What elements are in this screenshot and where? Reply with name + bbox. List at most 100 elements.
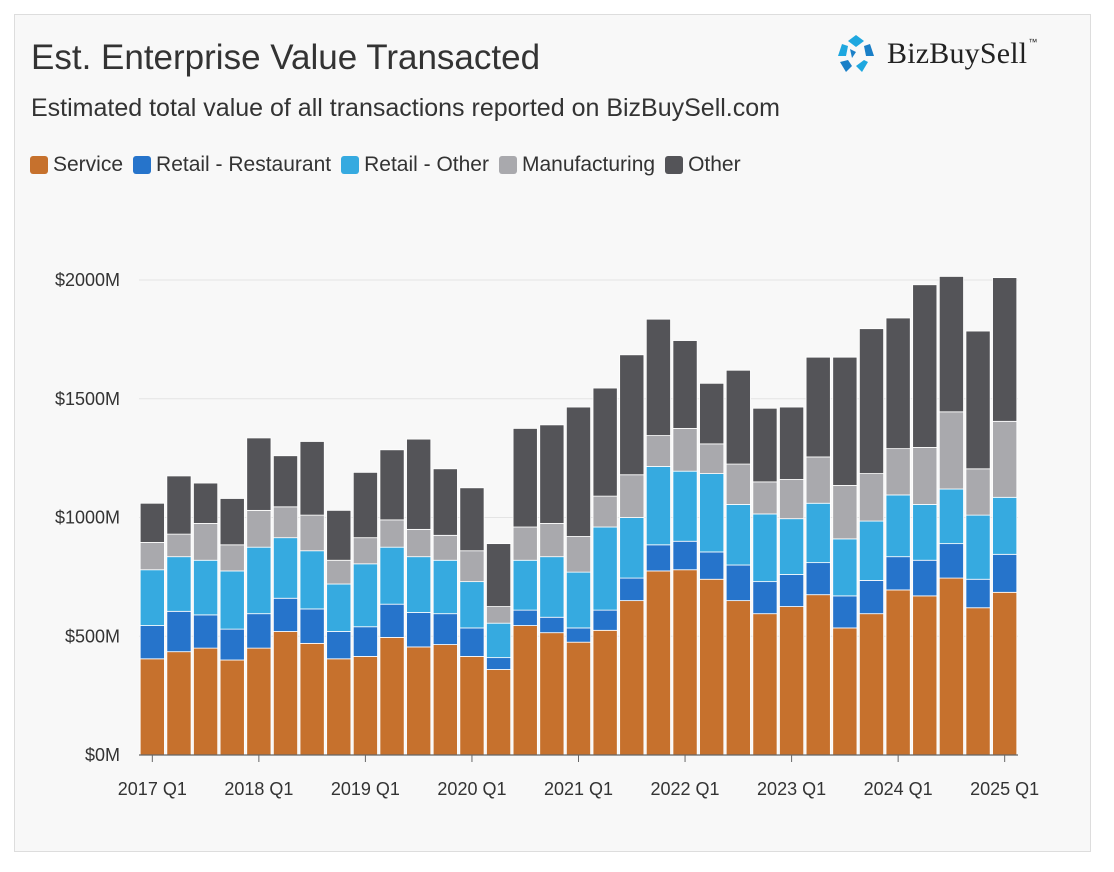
bar-segment-retail-restaurant[interactable]: [885, 556, 911, 591]
bar-segment-manufacturing[interactable]: [832, 485, 858, 540]
bar-segment-retail-restaurant[interactable]: [832, 595, 858, 629]
bar-segment-service[interactable]: [965, 607, 991, 756]
bar-segment-service[interactable]: [272, 631, 299, 756]
bar-segment-retail-other[interactable]: [406, 556, 432, 613]
bar-segment-retail-other[interactable]: [379, 546, 405, 605]
bar-segment-retail-restaurant[interactable]: [592, 609, 618, 631]
bar-segment-service[interactable]: [246, 647, 272, 756]
bar-segment-service[interactable]: [779, 606, 805, 756]
bar-segment-retail-other[interactable]: [592, 526, 618, 611]
bar-segment-service[interactable]: [193, 647, 219, 756]
bar-stack[interactable]: [938, 276, 964, 756]
bar-stack[interactable]: [352, 471, 378, 756]
bar-segment-service[interactable]: [619, 600, 645, 756]
bar-segment-retail-restaurant[interactable]: [326, 631, 352, 660]
bar-stack[interactable]: [193, 482, 219, 756]
bar-segment-other[interactable]: [272, 455, 299, 508]
bar-segment-other[interactable]: [352, 471, 378, 539]
bar-segment-retail-other[interactable]: [619, 517, 645, 579]
bar-segment-manufacturing[interactable]: [299, 514, 325, 552]
bar-segment-retail-restaurant[interactable]: [406, 612, 432, 648]
bar-segment-retail-other[interactable]: [432, 559, 458, 615]
bar-segment-manufacturing[interactable]: [912, 447, 938, 505]
bar-segment-other[interactable]: [486, 543, 512, 607]
bar-segment-other[interactable]: [246, 437, 272, 511]
bar-segment-retail-other[interactable]: [272, 537, 299, 599]
bar-segment-manufacturing[interactable]: [406, 528, 432, 558]
bar-segment-retail-other[interactable]: [352, 563, 378, 628]
bar-segment-manufacturing[interactable]: [992, 420, 1018, 498]
bar-segment-service[interactable]: [752, 613, 778, 756]
bar-segment-manufacturing[interactable]: [752, 481, 778, 515]
bar-segment-manufacturing[interactable]: [885, 448, 911, 496]
bar-segment-retail-restaurant[interactable]: [779, 574, 805, 607]
bar-segment-manufacturing[interactable]: [965, 468, 991, 516]
bar-segment-service[interactable]: [832, 627, 858, 756]
bar-segment-other[interactable]: [832, 356, 858, 486]
bar-segment-retail-restaurant[interactable]: [272, 597, 299, 632]
bar-segment-manufacturing[interactable]: [645, 435, 671, 467]
bar-segment-retail-restaurant[interactable]: [805, 562, 831, 596]
bar-segment-retail-other[interactable]: [539, 556, 565, 618]
bar-stack[interactable]: [699, 382, 725, 756]
bar-stack[interactable]: [672, 340, 698, 756]
bar-segment-retail-restaurant[interactable]: [752, 581, 778, 615]
bar-segment-retail-restaurant[interactable]: [459, 627, 485, 657]
bar-segment-retail-other[interactable]: [219, 570, 245, 630]
bar-segment-manufacturing[interactable]: [779, 479, 805, 520]
bar-stack[interactable]: [565, 406, 592, 756]
bar-segment-service[interactable]: [805, 594, 831, 756]
bar-segment-retail-restaurant[interactable]: [938, 543, 964, 579]
bar-segment-other[interactable]: [406, 438, 432, 530]
bar-segment-retail-restaurant[interactable]: [619, 577, 645, 602]
bar-stack[interactable]: [592, 387, 618, 756]
bar-stack[interactable]: [166, 475, 192, 756]
legend-item-retail-other[interactable]: Retail - Other: [341, 153, 489, 177]
bar-segment-other[interactable]: [565, 406, 592, 537]
bar-segment-retail-restaurant[interactable]: [486, 657, 512, 670]
bar-segment-retail-other[interactable]: [672, 470, 698, 542]
bar-segment-retail-other[interactable]: [858, 520, 885, 581]
bar-segment-manufacturing[interactable]: [938, 411, 964, 490]
bar-segment-retail-other[interactable]: [965, 514, 991, 580]
bar-segment-retail-other[interactable]: [992, 496, 1018, 555]
bar-segment-manufacturing[interactable]: [432, 534, 458, 561]
bar-stack[interactable]: [992, 277, 1018, 756]
bar-segment-other[interactable]: [965, 330, 991, 470]
bar-segment-service[interactable]: [592, 629, 618, 756]
bar-stack[interactable]: [432, 468, 458, 756]
bar-segment-retail-other[interactable]: [565, 571, 592, 629]
bar-segment-other[interactable]: [219, 498, 245, 546]
bar-segment-retail-other[interactable]: [459, 581, 485, 629]
bar-segment-service[interactable]: [139, 658, 165, 756]
bar-segment-manufacturing[interactable]: [486, 606, 512, 624]
bar-segment-service[interactable]: [219, 659, 245, 756]
bar-segment-manufacturing[interactable]: [539, 523, 565, 558]
bar-segment-manufacturing[interactable]: [565, 536, 592, 573]
bar-segment-retail-other[interactable]: [885, 494, 911, 558]
bar-stack[interactable]: [779, 406, 805, 756]
bar-segment-retail-restaurant[interactable]: [512, 609, 538, 626]
bar-stack[interactable]: [486, 543, 512, 756]
bar-segment-retail-other[interactable]: [912, 504, 938, 561]
bar-stack[interactable]: [219, 498, 245, 756]
bar-segment-other[interactable]: [779, 406, 805, 480]
bar-segment-service[interactable]: [406, 646, 432, 756]
bar-segment-other[interactable]: [858, 328, 885, 474]
bar-segment-other[interactable]: [725, 369, 751, 465]
bar-segment-retail-restaurant[interactable]: [193, 614, 219, 649]
bar-segment-retail-other[interactable]: [779, 518, 805, 575]
bar-segment-other[interactable]: [539, 424, 565, 524]
bar-segment-retail-restaurant[interactable]: [858, 580, 885, 615]
bar-segment-service[interactable]: [352, 656, 378, 756]
bar-segment-other[interactable]: [992, 277, 1018, 422]
bar-segment-retail-other[interactable]: [166, 556, 192, 612]
bar-segment-manufacturing[interactable]: [805, 456, 831, 504]
bar-segment-retail-restaurant[interactable]: [565, 627, 592, 643]
bar-segment-other[interactable]: [938, 276, 964, 413]
bar-segment-retail-other[interactable]: [832, 538, 858, 597]
bar-segment-retail-other[interactable]: [725, 504, 751, 566]
bar-segment-other[interactable]: [672, 340, 698, 429]
bar-segment-retail-restaurant[interactable]: [992, 553, 1018, 593]
bar-stack[interactable]: [912, 284, 938, 756]
